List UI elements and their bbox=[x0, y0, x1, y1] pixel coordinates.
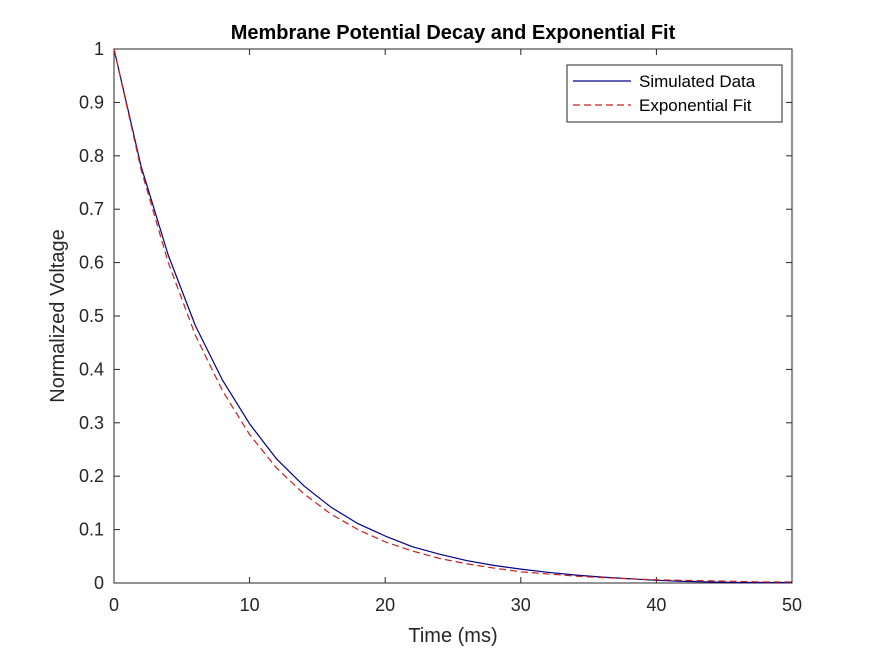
legend-box bbox=[566, 64, 783, 123]
y-tick-label: 0.3 bbox=[79, 413, 104, 433]
y-tick-label: 0.8 bbox=[79, 146, 104, 166]
x-tick-label: 30 bbox=[511, 595, 531, 615]
chart-title: Membrane Potential Decay and Exponential… bbox=[231, 22, 676, 44]
y-tick-label: 0 bbox=[94, 573, 104, 593]
axes: 0 10 20 30 40 50 0 0.1 0.2 0.3 0.4 0.5 0.6 0.7 0.8 0.9 1 bbox=[79, 39, 802, 615]
plot-area bbox=[113, 48, 792, 584]
series-line-simulated-data bbox=[113, 48, 792, 584]
x-axis-label: Time (ms) bbox=[408, 625, 497, 647]
x-tick-label: 40 bbox=[646, 595, 666, 615]
y-tick-label: 0.4 bbox=[79, 359, 104, 379]
axes-box bbox=[113, 48, 793, 584]
y-tick-label: 0.9 bbox=[79, 92, 104, 112]
y-tick-label: 0.1 bbox=[79, 520, 104, 540]
y-tick-label: 0.6 bbox=[79, 253, 104, 273]
y-tick-label: 0.7 bbox=[79, 199, 104, 219]
y-tick-label: 1 bbox=[94, 39, 104, 59]
legend: Simulated Data Exponential Fit bbox=[566, 64, 783, 123]
series-line-exponential-fit bbox=[113, 48, 792, 583]
x-tick-label: 50 bbox=[782, 595, 802, 615]
y-axis-label: Normalized Voltage bbox=[47, 229, 69, 402]
x-tick-label: 20 bbox=[375, 595, 395, 615]
legend-entry-label: Simulated Data bbox=[639, 72, 756, 91]
x-tick-label: 0 bbox=[109, 595, 119, 615]
y-tick-label: 0.5 bbox=[79, 306, 104, 326]
x-tick-label: 10 bbox=[240, 595, 260, 615]
legend-entry-label: Exponential Fit bbox=[639, 96, 752, 115]
y-tick-label: 0.2 bbox=[79, 466, 104, 486]
